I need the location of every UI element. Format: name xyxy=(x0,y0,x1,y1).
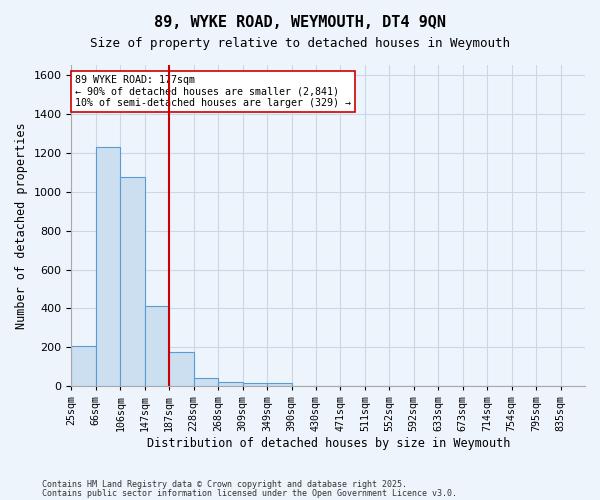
Text: Contains HM Land Registry data © Crown copyright and database right 2025.: Contains HM Land Registry data © Crown c… xyxy=(42,480,407,489)
Bar xyxy=(96,147,121,386)
Bar xyxy=(242,384,267,386)
Bar xyxy=(169,352,194,386)
Text: 89, WYKE ROAD, WEYMOUTH, DT4 9QN: 89, WYKE ROAD, WEYMOUTH, DT4 9QN xyxy=(154,15,446,30)
Text: Size of property relative to detached houses in Weymouth: Size of property relative to detached ho… xyxy=(90,38,510,51)
Bar xyxy=(218,382,242,386)
Bar xyxy=(194,378,218,386)
X-axis label: Distribution of detached houses by size in Weymouth: Distribution of detached houses by size … xyxy=(146,437,510,450)
Y-axis label: Number of detached properties: Number of detached properties xyxy=(15,122,28,329)
Bar xyxy=(267,384,292,386)
Bar xyxy=(121,177,145,386)
Text: 89 WYKE ROAD: 177sqm
← 90% of detached houses are smaller (2,841)
10% of semi-de: 89 WYKE ROAD: 177sqm ← 90% of detached h… xyxy=(75,74,351,108)
Bar xyxy=(71,346,96,387)
Text: Contains public sector information licensed under the Open Government Licence v3: Contains public sector information licen… xyxy=(42,488,457,498)
Bar xyxy=(145,306,169,386)
